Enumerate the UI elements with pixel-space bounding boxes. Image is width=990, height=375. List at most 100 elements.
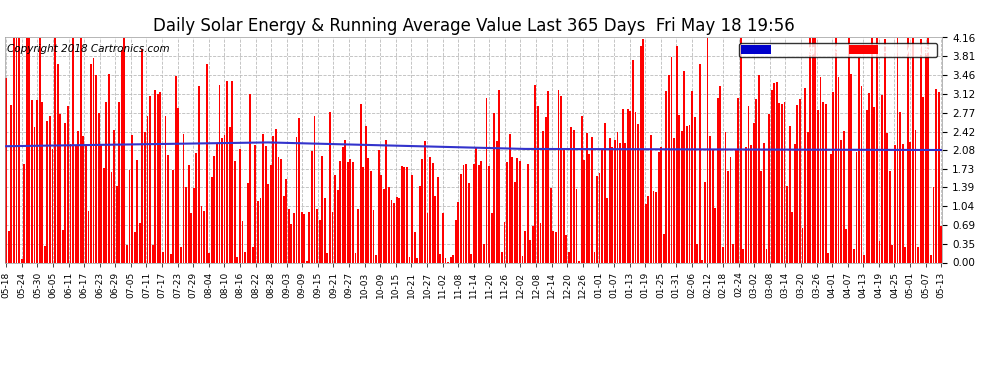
Bar [440,254,442,262]
Bar [422,159,424,262]
Bar [85,145,87,262]
Bar [24,164,25,262]
Bar [668,75,670,262]
Bar [29,38,31,262]
Bar [309,211,310,262]
Bar [778,103,780,262]
Bar [5,78,7,262]
Bar [707,38,709,262]
Bar [362,167,364,262]
Bar [298,118,300,262]
Bar [920,39,922,262]
Bar [275,129,277,262]
Bar [712,149,714,262]
Bar [296,138,297,262]
Bar [283,196,284,262]
Bar [583,160,585,262]
Bar [139,222,141,262]
Bar [622,110,624,262]
Bar [404,166,405,262]
Bar [789,126,791,262]
Bar [660,147,662,262]
Bar [820,76,822,262]
Bar [771,90,772,262]
Bar [226,81,228,262]
Bar [82,136,84,262]
Bar [532,226,534,262]
Bar [108,74,110,262]
Bar [847,38,849,262]
Bar [61,230,63,262]
Bar [64,123,66,262]
Bar [855,152,857,262]
Bar [815,38,817,262]
Bar [411,175,413,262]
Bar [704,182,706,262]
Bar [544,117,546,262]
Bar [345,140,346,262]
Bar [180,247,182,262]
Bar [285,179,287,262]
Bar [288,210,290,262]
Bar [496,141,498,262]
Bar [47,121,49,262]
Bar [427,213,429,262]
Bar [342,147,344,262]
Bar [501,252,503,262]
Bar [475,147,477,262]
Bar [234,161,236,262]
Bar [113,130,115,262]
Bar [203,211,205,262]
Bar [804,88,806,262]
Bar [910,142,912,262]
Bar [635,112,637,262]
Bar [689,125,690,262]
Bar [332,212,334,262]
Bar [588,154,590,262]
Bar [129,170,131,262]
Bar [103,168,105,262]
Bar [740,38,742,262]
Bar [828,253,829,262]
Bar [733,244,734,262]
Bar [802,228,804,262]
Bar [591,137,593,262]
Bar [686,126,688,262]
Bar [478,165,480,262]
Bar [11,105,12,262]
Bar [625,143,627,262]
Bar [547,90,549,262]
Bar [784,102,785,262]
Bar [665,91,667,262]
Bar [327,253,329,262]
Bar [647,196,649,262]
Bar [177,108,179,262]
Bar [247,183,248,262]
Bar [354,253,356,262]
Bar [755,99,757,262]
Bar [359,104,361,262]
Bar [59,114,61,262]
Bar [765,249,767,262]
Bar [758,75,759,262]
Bar [586,133,588,262]
Bar [367,158,369,262]
Bar [742,249,744,262]
Bar [838,78,840,262]
Bar [709,136,711,262]
Bar [868,93,870,262]
Bar [375,255,377,262]
Bar [69,144,71,262]
Bar [899,112,901,262]
Bar [841,140,842,262]
Bar [36,100,38,262]
Bar [77,131,79,262]
Bar [290,224,292,262]
Bar [681,131,683,262]
Bar [385,140,387,262]
Bar [39,38,41,262]
Bar [717,98,719,262]
Bar [452,255,454,262]
Bar [249,94,251,262]
Bar [245,252,247,262]
